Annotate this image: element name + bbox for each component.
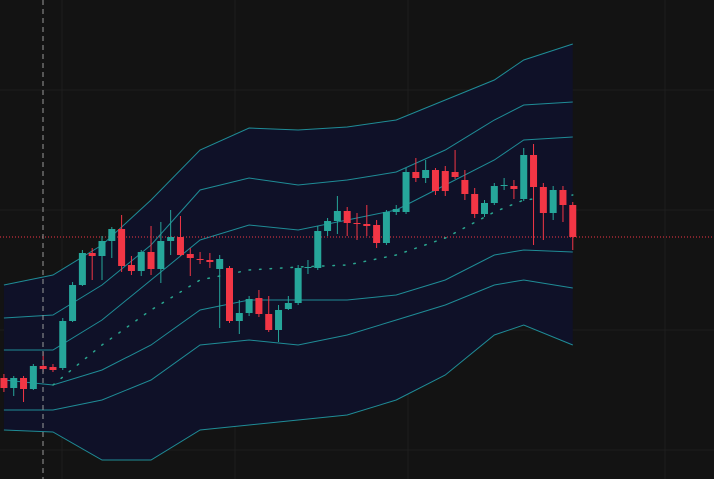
band-line — [3, 136, 573, 351]
candle-body — [422, 170, 430, 178]
candle-body — [363, 224, 371, 226]
candle-body — [353, 223, 361, 224]
candle-body — [402, 172, 410, 212]
candle-body — [98, 241, 106, 256]
candle-body — [343, 211, 351, 223]
candle-body — [108, 229, 116, 241]
candle-body — [490, 186, 498, 203]
candle-body — [520, 155, 528, 199]
candle-body — [530, 155, 538, 187]
candle-body — [196, 259, 204, 260]
candle-body — [324, 221, 332, 231]
candle-body — [235, 313, 243, 321]
candle-body — [49, 367, 57, 370]
band-line — [3, 101, 573, 319]
candle-body — [59, 321, 67, 368]
candle-body — [500, 185, 508, 186]
candle-body — [284, 303, 292, 309]
candle-body — [147, 252, 155, 269]
candle-body — [88, 253, 96, 256]
candle-body — [176, 237, 184, 255]
band-line — [3, 279, 573, 411]
candle-body — [206, 260, 214, 262]
candle-body — [39, 366, 47, 369]
candle-body — [510, 186, 518, 189]
candle-body — [186, 254, 194, 258]
candle-body — [137, 252, 145, 271]
candle-body — [431, 170, 439, 191]
candle-body — [304, 267, 312, 268]
candle-body — [127, 265, 135, 271]
candle-body — [118, 229, 126, 266]
candle-body — [255, 298, 263, 314]
candle-body — [69, 285, 77, 321]
candle-body — [461, 180, 469, 194]
candle-body — [549, 190, 557, 213]
candle-body — [0, 378, 8, 388]
candle-body — [559, 190, 567, 205]
candle-body — [226, 268, 233, 321]
candle-body — [441, 171, 449, 191]
candle-body — [216, 259, 224, 269]
candle-body — [373, 225, 381, 243]
candle-body — [265, 314, 273, 330]
candle-body — [481, 203, 488, 214]
candle-body — [29, 366, 37, 389]
plot — [0, 43, 714, 461]
candle-body — [471, 194, 479, 214]
candle-body — [78, 253, 86, 285]
candle-body — [569, 205, 577, 237]
middle-line — [52, 194, 574, 386]
band-line — [3, 324, 573, 461]
candle-body — [539, 187, 547, 213]
candle-body — [167, 237, 175, 241]
candle-body — [10, 378, 18, 388]
candle-body — [294, 268, 302, 303]
candle-body — [392, 209, 400, 212]
candle-body — [20, 378, 28, 389]
candle-body — [412, 172, 420, 178]
candle-body — [157, 241, 165, 269]
candle-body — [451, 172, 459, 177]
candle-body — [275, 310, 283, 330]
candle-body — [382, 212, 390, 243]
candle-body — [245, 299, 253, 313]
candle-body — [333, 211, 341, 221]
candle-body — [314, 231, 322, 268]
band-fill — [3, 44, 573, 460]
